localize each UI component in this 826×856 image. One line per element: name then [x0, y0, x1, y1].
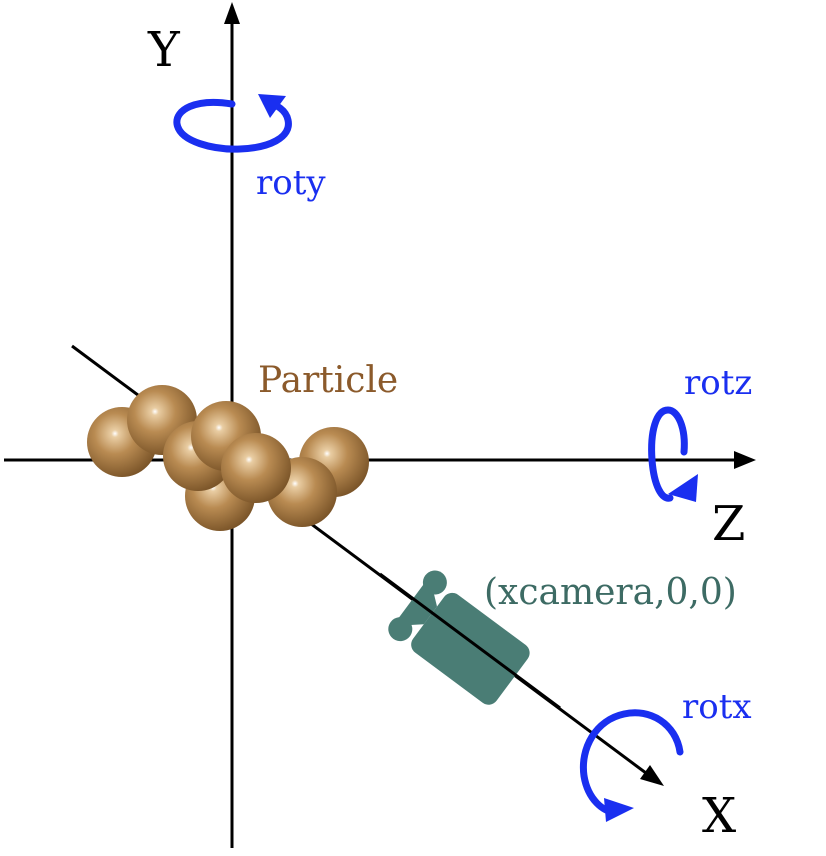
z-axis-label: Z [712, 496, 745, 552]
z-axis-arrowhead [734, 451, 756, 469]
y-axis-arrowhead [224, 2, 240, 24]
x-axis-arrowhead [640, 765, 664, 786]
rotx-label: rotx [682, 687, 752, 727]
camera-position-label: (xcamera,0,0) [484, 572, 737, 613]
rotz-label: rotz [684, 363, 752, 403]
x-axis-over-camera [379, 572, 561, 710]
roty-rotation-icon [173, 94, 292, 153]
particle-sphere [221, 433, 291, 503]
particle-cluster [87, 385, 369, 531]
rotx-rotation-icon [579, 709, 684, 822]
rotz-rotation-icon [648, 406, 698, 502]
y-axis-label: Y [147, 22, 181, 78]
x-axis-label: X [702, 788, 736, 844]
roty-label: roty [256, 163, 326, 203]
particle-label: Particle [258, 360, 398, 401]
